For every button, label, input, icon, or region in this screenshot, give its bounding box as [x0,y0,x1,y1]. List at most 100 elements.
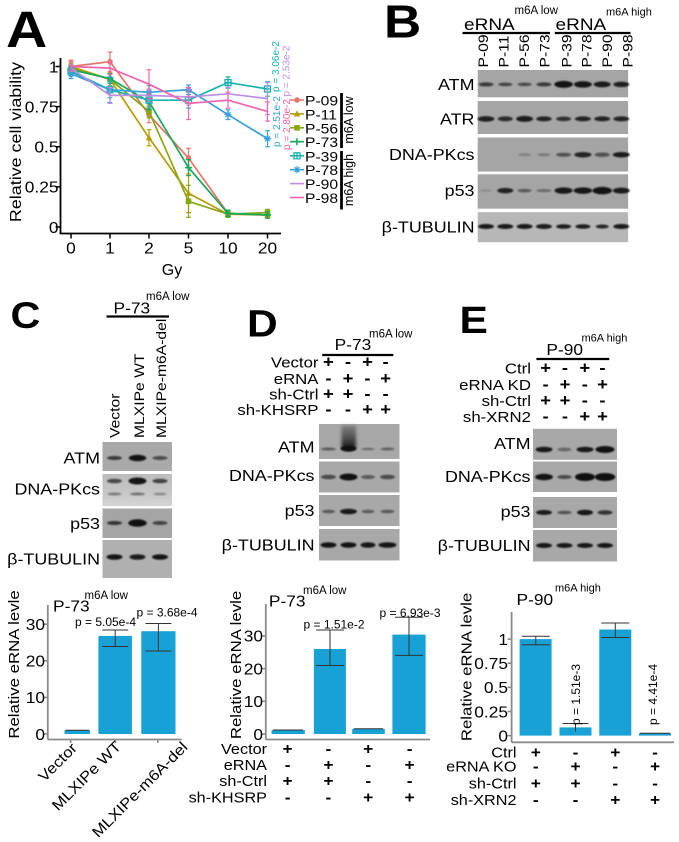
svg-text:ATM: ATM [438,76,474,94]
svg-text:sh-Ctrl: sh-Ctrl [219,774,267,790]
svg-text:p = 1.51e-2: p = 1.51e-2 [303,618,364,632]
svg-text:-: - [326,741,332,758]
svg-text:1: 1 [105,240,115,257]
svg-text:-: - [383,384,389,403]
svg-text:-: - [365,757,371,774]
svg-text:+: + [283,741,293,758]
svg-text:C: C [11,295,41,336]
svg-text:p = 4.41e-4: p = 4.41e-4 [646,664,660,725]
svg-text:+: + [380,400,391,419]
svg-text:-: - [582,375,588,394]
svg-text:0: 0 [498,728,508,745]
svg-text:P-73: P-73 [305,136,338,151]
svg-text:DNA-PKcs: DNA-PKcs [229,467,315,485]
svg-text:0.25: 0.25 [25,179,59,196]
svg-text:ATM: ATM [494,435,530,453]
svg-text:m6A high: m6A high [606,7,652,19]
svg-text:m6A high: m6A high [342,154,356,206]
svg-text:-: - [543,375,549,394]
svg-text:E: E [460,298,488,341]
svg-text:P-73: P-73 [269,593,306,610]
svg-text:P-78: P-78 [580,34,595,67]
svg-text:+: + [540,358,551,377]
svg-text:P-73: P-73 [53,598,90,615]
svg-text:P-56: P-56 [305,122,338,137]
svg-text:0: 0 [49,220,59,237]
svg-text:sh-XRN2: sh-XRN2 [463,410,531,426]
svg-text:p53: p53 [501,503,531,521]
svg-text:sh-XRN2: sh-XRN2 [451,793,517,809]
svg-text:-: - [326,789,332,806]
svg-text:+: + [323,773,333,790]
svg-text:+: + [531,775,541,792]
svg-text:+: + [283,773,293,790]
svg-text:p = 1.51e-3: p = 1.51e-3 [569,664,583,725]
svg-text:P-78: P-78 [305,164,338,179]
svg-text:p53: p53 [445,182,475,200]
svg-text:Gy: Gy [162,262,182,279]
svg-text:eRNA: eRNA [464,15,515,34]
svg-text:P-73: P-73 [538,34,553,67]
svg-text:Vector: Vector [108,394,123,438]
svg-text:+: + [363,789,373,806]
svg-text:P-09: P-09 [305,94,338,109]
svg-text:Vector: Vector [271,355,319,371]
svg-text:+: + [362,400,373,419]
svg-text:-: - [364,384,370,403]
svg-text:β-TUBULIN: β-TUBULIN [7,550,100,568]
svg-text:+: + [579,358,590,377]
svg-text:+: + [380,369,391,388]
svg-text:m6A low: m6A low [146,291,190,303]
svg-text:p = 2.51e-2: p = 2.51e-2 [272,96,283,147]
svg-text:1: 1 [49,59,59,76]
svg-text:p = 3.68e-4: p = 3.68e-4 [136,606,197,620]
svg-text:5: 5 [184,240,194,257]
svg-text:P-98: P-98 [305,192,338,207]
svg-text:-: - [407,773,413,790]
svg-text:D: D [247,302,278,345]
svg-text:-: - [543,407,549,426]
svg-text:P-39: P-39 [305,150,338,165]
svg-text:-: - [345,352,351,371]
svg-text:30: 30 [244,629,263,646]
svg-text:10: 10 [244,694,263,711]
svg-text:+: + [560,375,571,394]
svg-text:eRNA KD: eRNA KD [459,378,531,394]
svg-text:0: 0 [66,240,76,257]
svg-text:β-TUBULIN: β-TUBULIN [382,218,475,236]
svg-text:-: - [599,358,605,377]
svg-text:-: - [652,775,658,792]
svg-text:Relative eRNA levle: Relative eRNA levle [7,590,23,738]
svg-text:-: - [365,773,371,790]
svg-text:-: - [562,407,568,426]
svg-text:P-73: P-73 [335,337,372,354]
svg-text:P-73: P-73 [114,300,151,317]
svg-text:0.5: 0.5 [484,680,508,697]
svg-text:p = 6.93e-3: p = 6.93e-3 [379,606,440,620]
svg-text:20: 20 [244,661,263,678]
svg-text:β-TUBULIN: β-TUBULIN [222,536,315,554]
svg-text:+: + [363,741,373,758]
svg-text:30: 30 [26,617,45,634]
svg-text:m6A low: m6A low [303,585,347,597]
svg-text:Ctrl: Ctrl [491,745,516,761]
svg-text:eRNA: eRNA [224,758,268,774]
svg-text:-: - [573,792,579,809]
svg-text:p = 2.53e-2: p = 2.53e-2 [282,45,293,96]
svg-text:-: - [533,792,539,809]
svg-text:+: + [405,789,415,806]
svg-text:-: - [562,358,568,377]
svg-text:m6A low: m6A low [85,590,129,602]
svg-text:2: 2 [144,240,154,257]
svg-text:0: 0 [35,727,45,744]
svg-text:p53: p53 [70,515,100,533]
svg-text:DNA-PKcs: DNA-PKcs [445,468,531,486]
svg-text:+: + [531,744,541,761]
svg-text:+: + [323,757,333,774]
svg-text:Relative eRNA levle: Relative eRNA levle [229,591,245,739]
svg-text:0.75: 0.75 [25,99,59,116]
svg-text:-: - [612,775,618,792]
svg-text:Vector: Vector [221,742,267,758]
svg-text:+: + [650,792,660,809]
svg-text:MLXIPe-m6A-del: MLXIPe-m6A-del [155,319,170,438]
